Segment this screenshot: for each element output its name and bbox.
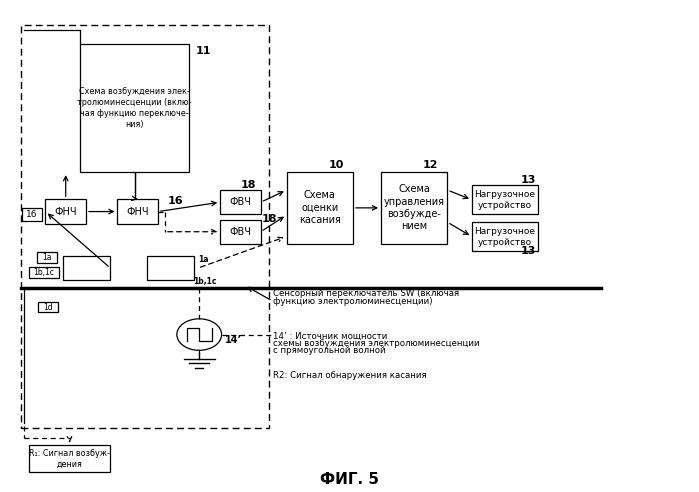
Text: 16: 16 [168,196,183,206]
Text: ФНЧ: ФНЧ [127,207,149,216]
Text: 18: 18 [262,215,278,224]
Text: 1a: 1a [199,255,209,264]
FancyBboxPatch shape [63,256,110,280]
FancyBboxPatch shape [472,185,538,214]
Text: Схема
управления
возбужде-
нием: Схема управления возбужде- нием [384,184,445,231]
Text: Нагрузочное
устройство: Нагрузочное устройство [475,190,535,210]
Text: Схема
оценки
касания: Схема оценки касания [299,190,340,225]
Text: ФВЧ: ФВЧ [229,197,252,207]
Text: 13: 13 [521,175,536,185]
Text: 11: 11 [196,46,211,56]
Text: 1b,1c: 1b,1c [34,268,55,277]
FancyBboxPatch shape [287,172,353,244]
Text: функцию электролюминесценции): функцию электролюминесценции) [273,297,432,306]
Text: схемы возбуждения электролюминесценции: схемы возбуждения электролюминесценции [273,339,480,348]
Text: с прямоугольной волной: с прямоугольной волной [273,346,385,355]
Text: 18: 18 [241,180,257,190]
Text: ФИГ. 5: ФИГ. 5 [320,472,379,487]
FancyBboxPatch shape [22,208,42,221]
FancyBboxPatch shape [117,199,158,224]
Text: 16: 16 [27,210,38,219]
FancyBboxPatch shape [220,220,261,244]
FancyBboxPatch shape [29,445,110,472]
Text: ФНЧ: ФНЧ [55,207,77,216]
Text: 14’ : Источник мощности: 14’ : Источник мощности [273,332,387,340]
FancyBboxPatch shape [45,199,86,224]
Text: R₁: Сигнал возбуж-
дения: R₁: Сигнал возбуж- дения [29,449,110,469]
Text: 1a: 1a [42,253,52,262]
Text: 1d: 1d [43,303,53,311]
Text: Сенсорный переключатель SW (включая: Сенсорный переключатель SW (включая [273,289,459,298]
Text: ФВЧ: ФВЧ [229,227,252,237]
FancyBboxPatch shape [29,267,59,278]
Text: Схема возбуждения элек-
тролюминесценции (вклю-
чая функцию переключе-
ния): Схема возбуждения элек- тролюминесценции… [78,87,192,129]
FancyBboxPatch shape [38,302,58,312]
FancyBboxPatch shape [37,252,57,263]
FancyBboxPatch shape [220,190,261,214]
Text: Нагрузочное
устройство: Нагрузочное устройство [475,227,535,246]
FancyBboxPatch shape [147,256,194,280]
Text: 12: 12 [423,160,438,170]
Text: 1b,1c: 1b,1c [193,277,217,286]
Text: 10: 10 [329,160,344,170]
FancyBboxPatch shape [472,222,538,251]
FancyBboxPatch shape [80,44,189,172]
Text: 14’: 14’ [225,336,243,345]
Text: R2: Сигнал обнаружения касания: R2: Сигнал обнаружения касания [273,371,426,380]
Text: 13: 13 [521,246,536,256]
FancyBboxPatch shape [381,172,447,244]
